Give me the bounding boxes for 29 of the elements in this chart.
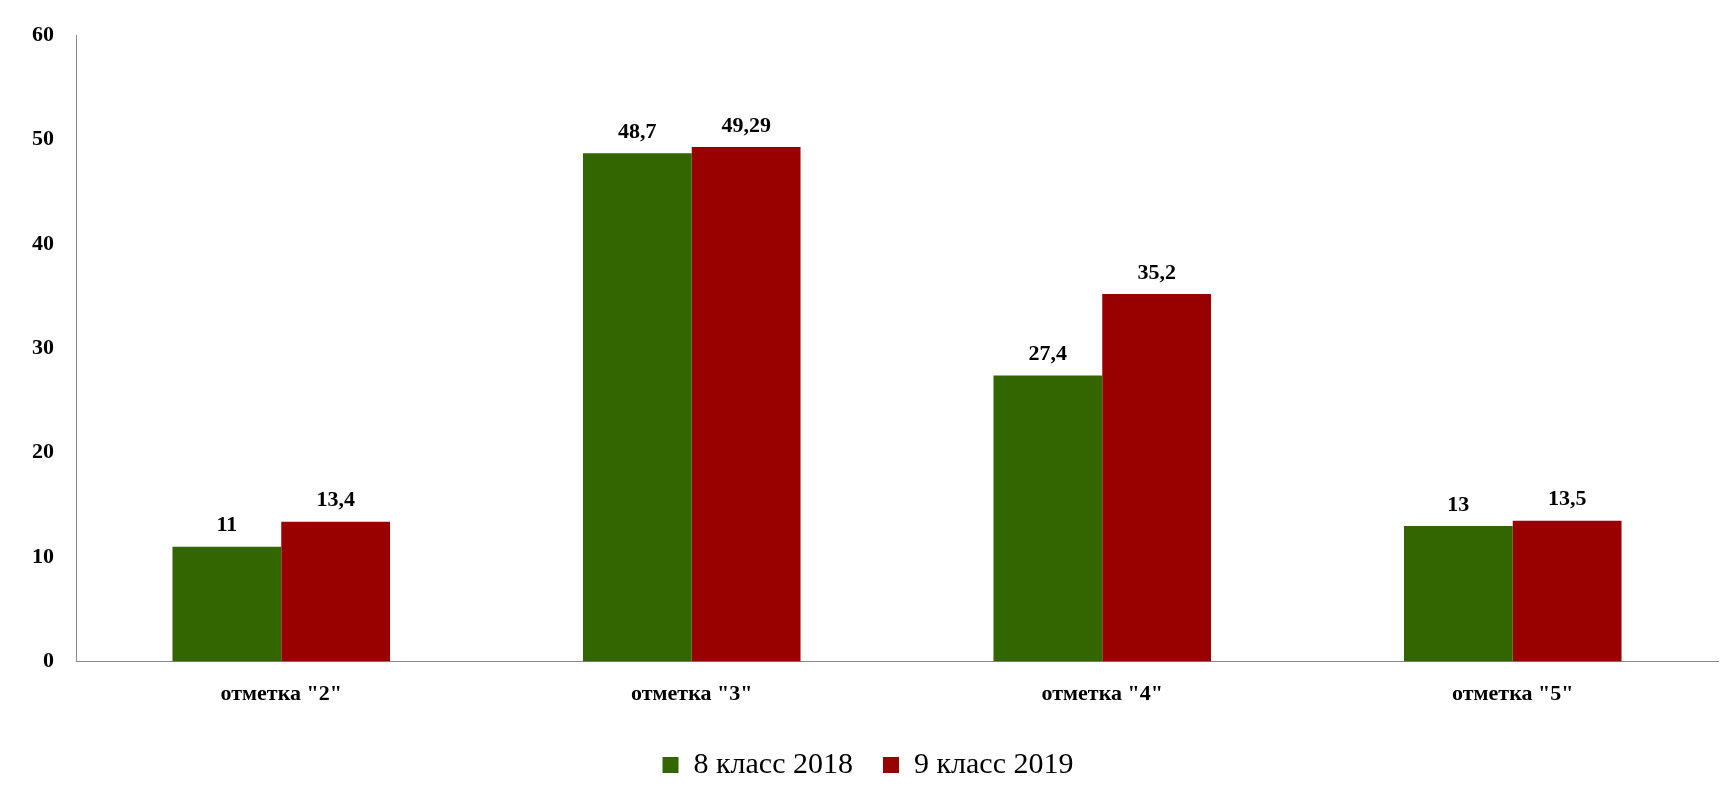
bar (172, 546, 282, 662)
x-tick-label: отметка "2" (220, 680, 342, 706)
y-tick-label: 50 (32, 125, 54, 151)
data-label: 48,7 (618, 117, 657, 143)
x-tick-label: отметка "5" (1452, 680, 1574, 706)
bar (582, 153, 692, 662)
y-tick-label: 20 (32, 438, 54, 464)
bar (691, 147, 801, 662)
legend-label: 9 класс 2019 (914, 745, 1074, 779)
y-tick-label: 30 (32, 334, 54, 360)
data-label: 13,4 (316, 486, 355, 512)
data-label: 13 (1447, 490, 1470, 516)
bar (1512, 520, 1622, 662)
y-tick-label: 0 (43, 647, 54, 673)
x-tick-label: отметка "4" (1041, 680, 1163, 706)
data-label: 27,4 (1028, 340, 1068, 366)
y-tick-label: 10 (32, 542, 54, 568)
bar (281, 521, 391, 662)
data-label: 11 (216, 511, 238, 537)
data-label: 13,5 (1547, 485, 1587, 511)
bar (1403, 525, 1513, 662)
y-tick-label: 40 (32, 229, 54, 255)
data-label: 35,2 (1137, 258, 1176, 284)
bar (993, 375, 1103, 662)
legend-label: 8 класс 2018 (693, 745, 854, 779)
data-label: 49,29 (721, 111, 771, 137)
x-tick-label: отметка "3" (631, 680, 753, 706)
y-tick-label: 60 (32, 20, 54, 46)
bar (1102, 294, 1212, 662)
